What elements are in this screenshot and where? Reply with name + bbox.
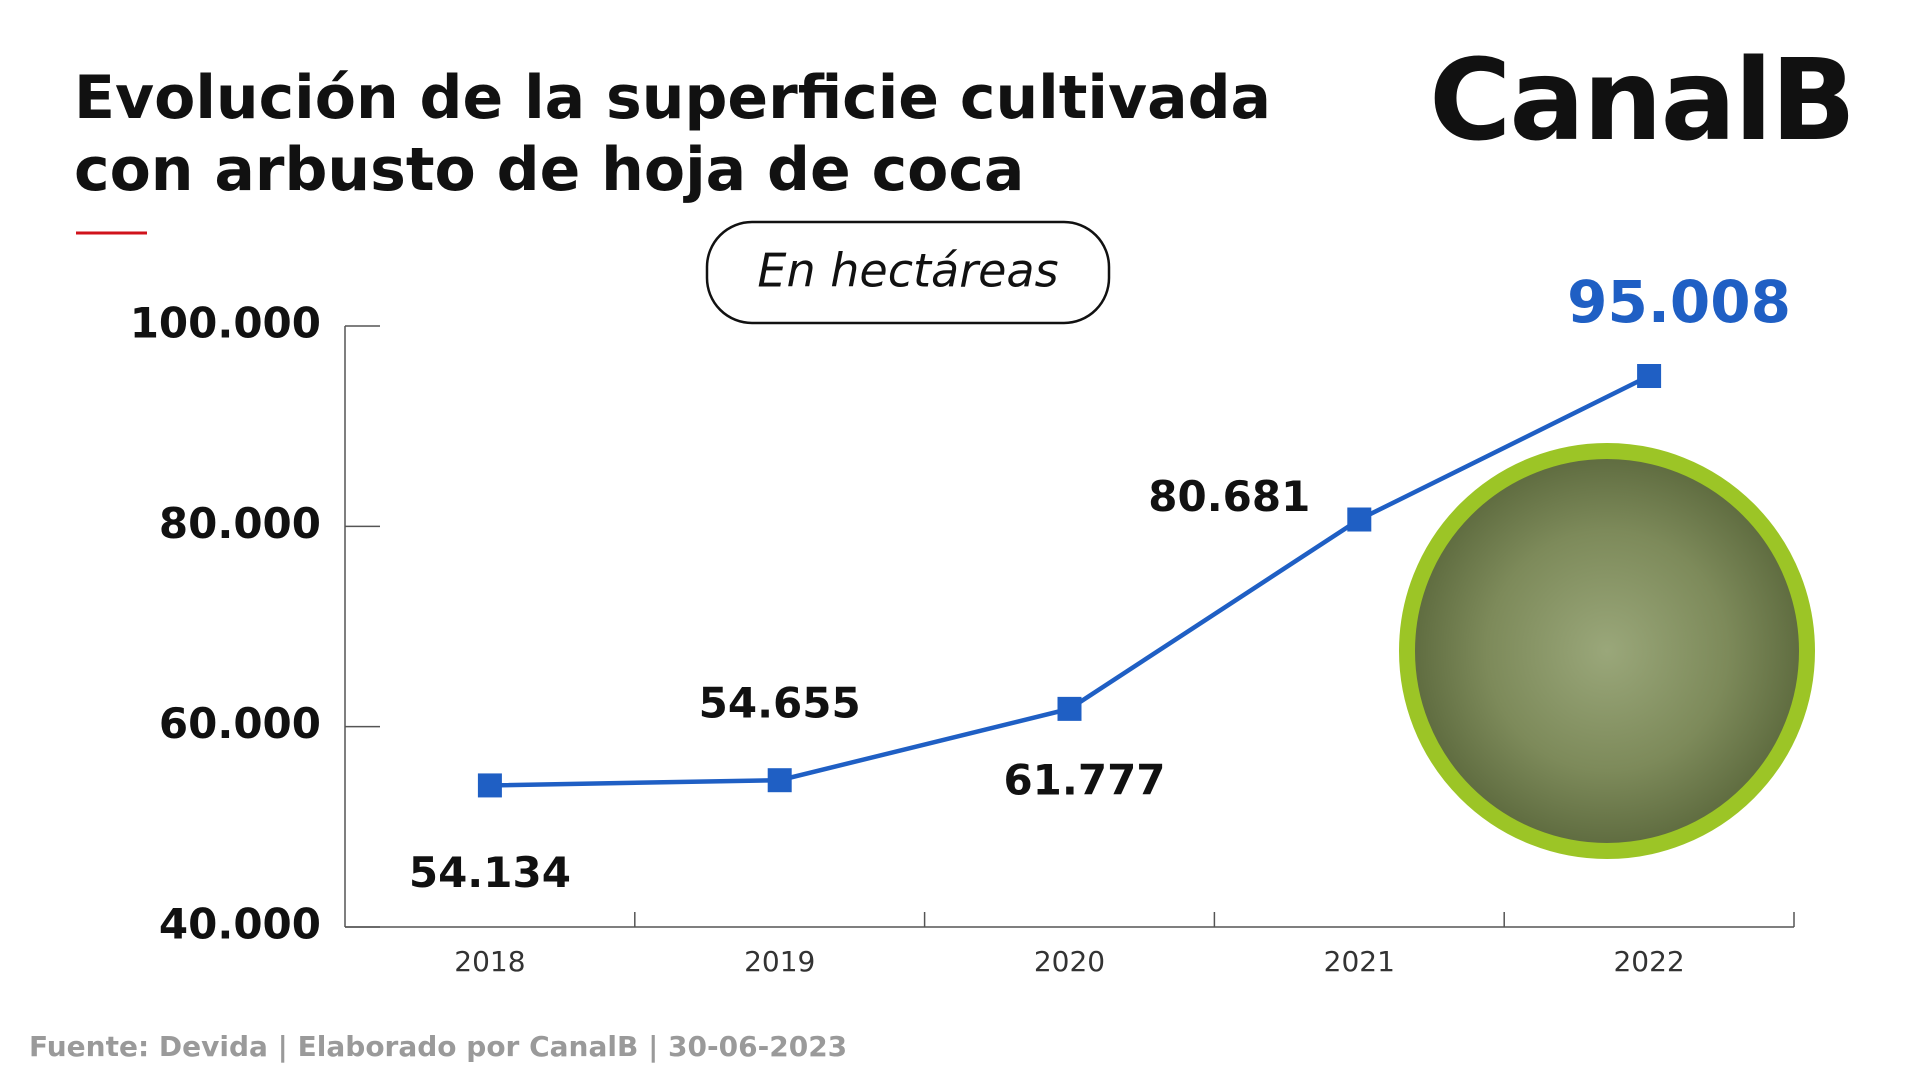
y-tick-label: 60.000 [159,699,321,748]
x-tick-label: 2020 [1034,945,1105,978]
data-marker [1347,507,1372,532]
x-tick-label: 2018 [454,945,525,978]
chart-title: Evolución de la superficie cultivada con… [74,63,1272,205]
chart-subtitle: En hectáreas [757,244,1058,298]
x-tick-label: 2021 [1324,945,1395,978]
x-tick-label: 2022 [1613,945,1684,978]
subtitle-pill [705,220,1111,325]
data-label: 61.777 [1003,755,1165,804]
data-marker [1057,696,1082,721]
data-label: 54.655 [699,679,861,728]
y-tick-label: 80.000 [159,499,321,548]
y-tick-label: 100.000 [130,299,321,348]
data-marker [767,768,792,793]
data-marker [477,773,502,798]
data-marker [1637,364,1662,389]
source-note: Fuente: Devida | Elaborado por CanalB | … [29,1030,848,1063]
x-tick-label: 2019 [744,945,815,978]
data-label: 95.008 [1567,268,1791,336]
data-label: 80.681 [1148,472,1310,521]
brand-logo: CanalB [1429,36,1856,166]
coca-leaf-image [1399,443,1815,859]
data-label: 54.134 [409,848,571,897]
y-tick-label: 40.000 [159,900,321,949]
